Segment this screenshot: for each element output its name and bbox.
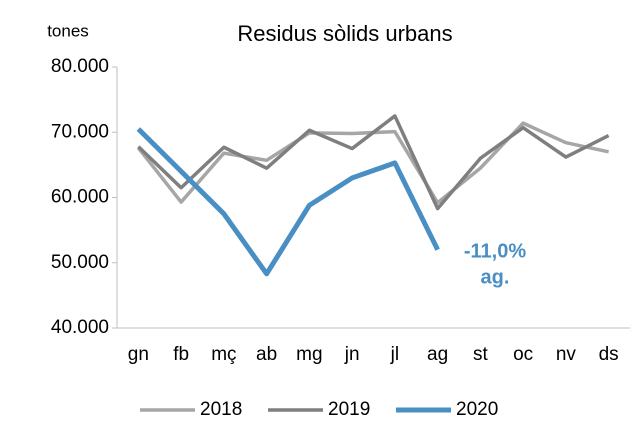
legend-label: 2019: [328, 399, 370, 420]
series-line: [136, 127, 440, 277]
x-tick-label: st: [473, 344, 489, 365]
x-tick-label: oc: [513, 344, 533, 365]
chart-title: Residus sòlids urbans: [237, 21, 452, 46]
x-tick-label: nv: [556, 344, 577, 365]
x-tick-label: fb: [173, 344, 189, 365]
y-tick-label: 80.000: [51, 56, 109, 77]
y-axis-label: tones: [47, 21, 89, 40]
x-tick-label: jn: [344, 344, 360, 365]
y-tick-label: 70.000: [51, 121, 109, 142]
legend-label: 2020: [456, 399, 498, 420]
x-tick-label: ds: [599, 344, 619, 365]
y-tick-label: 60.000: [51, 187, 109, 208]
x-tick-label: gn: [128, 344, 149, 365]
annotation: ag.: [481, 266, 510, 288]
legend-label: 2018: [200, 399, 242, 420]
x-tick-label: ag: [427, 344, 448, 365]
x-tick-label: mç: [211, 344, 236, 365]
series-line: [137, 114, 610, 211]
x-tick-label: mg: [296, 344, 322, 365]
annotation: -11,0%: [464, 240, 526, 262]
x-tick-label: ab: [256, 344, 277, 365]
x-tick-label: jl: [390, 344, 399, 365]
y-tick-label: 50.000: [51, 252, 109, 273]
y-tick-label: 40.000: [51, 317, 109, 338]
